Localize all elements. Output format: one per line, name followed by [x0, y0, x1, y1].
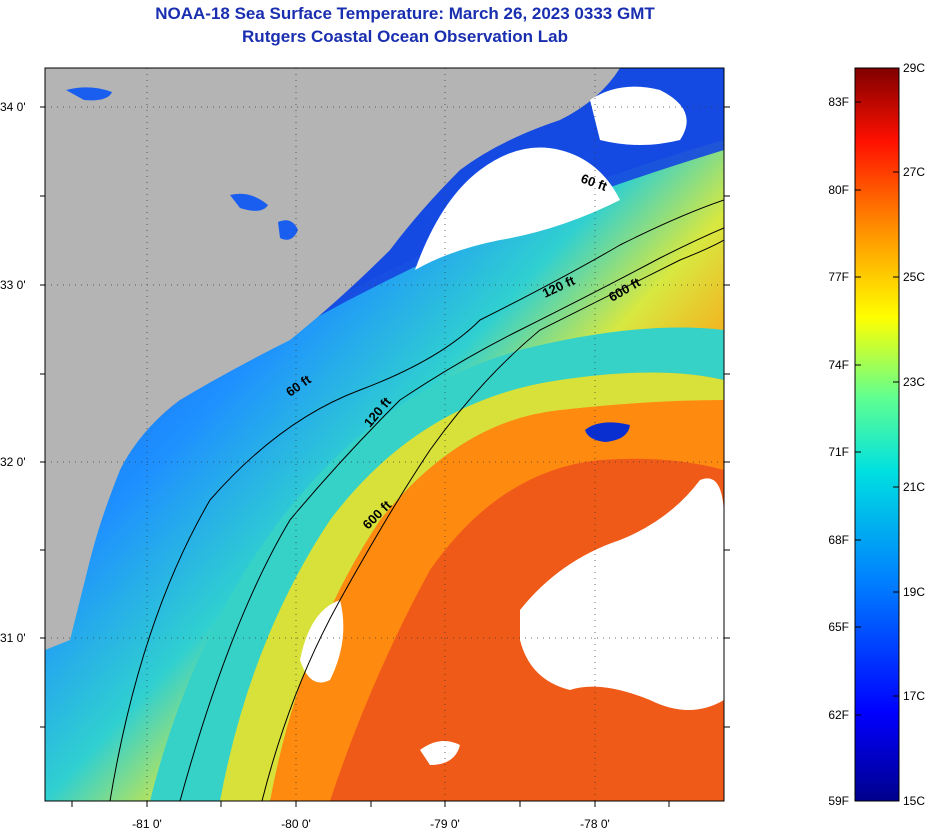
cloud-patch-north	[415, 147, 620, 270]
inland-lake	[66, 87, 112, 101]
contour-120ft	[179, 227, 724, 801]
cloud-patch-small	[300, 600, 344, 683]
grid	[45, 68, 724, 801]
lat-label: 34 0'	[0, 100, 26, 114]
cloud-patch-east	[520, 478, 724, 710]
map-subtitle: Rutgers Coastal Ocean Observation Lab	[242, 27, 568, 46]
map-frame	[44, 67, 725, 802]
lat-label: 31 0'	[0, 631, 26, 645]
map-title: NOAA-18 Sea Surface Temperature: March 2…	[155, 4, 655, 23]
cloud-patch-northeast	[590, 86, 687, 145]
cloud-patch-south	[420, 741, 460, 765]
contour-600ft	[261, 239, 724, 801]
lon-label: -79 0'	[430, 817, 460, 831]
land	[45, 68, 620, 650]
transition-band	[220, 372, 724, 801]
tick-marks	[40, 106, 730, 807]
contour-60ft	[109, 199, 724, 801]
lon-label: -80 0'	[281, 817, 311, 831]
lat-label: 32 0'	[0, 455, 26, 469]
lon-label: -78 0'	[580, 817, 610, 831]
shelf-water	[150, 327, 724, 801]
lat-label: 33 0'	[0, 278, 26, 292]
lon-label: -81 0'	[132, 817, 162, 831]
inland-lake	[230, 193, 268, 211]
inland-lake	[278, 220, 298, 240]
cold-eddy	[585, 422, 630, 442]
